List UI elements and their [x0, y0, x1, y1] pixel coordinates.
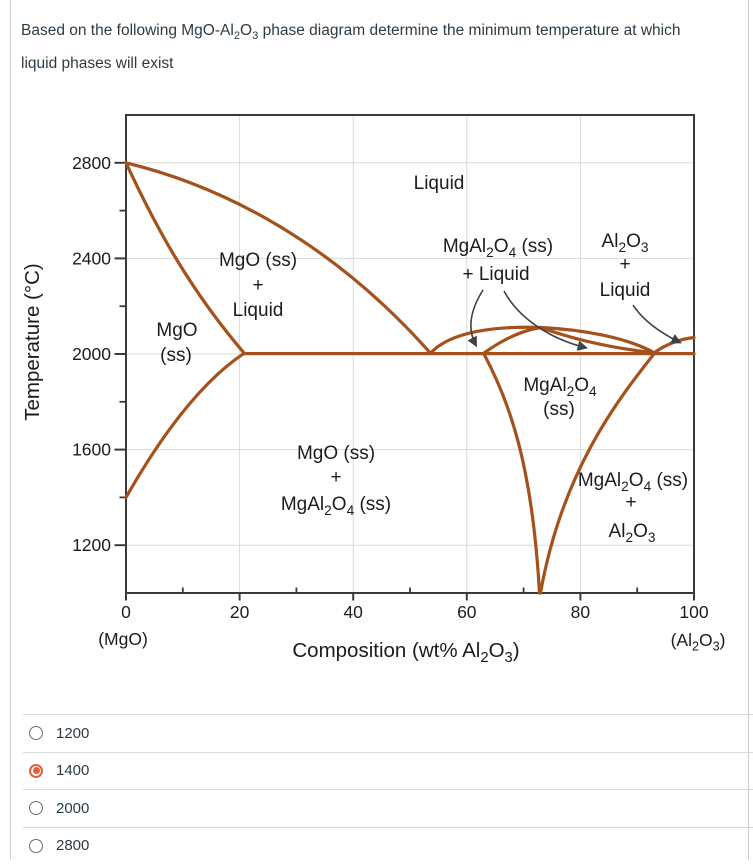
question-line-2: liquid phases will exist: [21, 50, 729, 77]
x-tick-label: 100: [679, 602, 708, 622]
option-label: 2000: [56, 800, 89, 817]
spinel-liquidus-right: [541, 328, 655, 353]
y-axis-title: Temperature (°C): [21, 263, 44, 420]
region-mgo-ss-1: MgO: [156, 320, 197, 341]
x-end-label-al2o3: (Al2O3): [671, 630, 726, 653]
region-mgo-ss-liquid-3: Liquid: [233, 300, 284, 321]
radio-button[interactable]: [29, 801, 43, 815]
x-end-label-mgo: (MgO): [98, 629, 148, 649]
x-tick-label: 60: [457, 602, 477, 622]
y-tick-label: 1200: [72, 535, 111, 555]
region-spinel-alumina-1: MgAl2O4 (ss): [578, 470, 688, 494]
question-line-1: Based on the following MgO-Al2O3 phase d…: [21, 17, 729, 50]
x-tick-label: 80: [571, 602, 591, 622]
option-row[interactable]: 1200: [23, 714, 753, 752]
x-tick-label: 0: [121, 602, 131, 622]
region-liquid: Liquid: [414, 173, 465, 194]
region-spinel-liquid-2: + Liquid: [462, 264, 529, 285]
phase-diagram: 2800 2400 2000 1600 1200 0 20 40 60 80 100 (MgO) (Al…: [0, 100, 753, 685]
region-mgo-ss-liquid-2: +: [252, 275, 263, 296]
spinel-solidus-left: [484, 328, 541, 354]
region-alumina-liquid-2: +: [619, 254, 630, 275]
arrow-spinel-liquid-left: [471, 290, 483, 345]
region-mgo-spinel-2: +: [330, 467, 341, 488]
x-axis-title: Composition (wt% Al2O3): [292, 639, 519, 666]
options-list: 1200 1400 2000 2800: [0, 714, 753, 864]
y-tick-label: 1600: [72, 440, 111, 460]
region-alumina-liquid-3: Liquid: [600, 280, 651, 301]
region-mgo-ss-2: (ss): [160, 345, 192, 366]
option-row[interactable]: 1400: [23, 752, 753, 790]
region-alumina-liquid-1: Al2O3: [602, 231, 649, 255]
radio-button[interactable]: [29, 726, 43, 740]
region-mgo-spinel-3: MgAl2O4 (ss): [281, 494, 391, 518]
spinel-solidus-right: [541, 328, 655, 353]
region-spinel-alumina-3: Al2O3: [609, 521, 656, 545]
question-text: Based on the following MgO-Al2O3 phase d…: [21, 17, 729, 77]
region-spinel-ss-2: (ss): [543, 399, 575, 420]
radio-button[interactable]: [29, 839, 43, 853]
x-tick-label: 20: [230, 602, 250, 622]
phase-diagram-svg: 2800 2400 2000 1600 1200 0 20 40 60 80 100 (MgO) (Al…: [0, 100, 753, 685]
region-spinel-ss-1: MgAl2O4: [523, 375, 597, 399]
region-mgo-spinel-1: MgO (ss): [297, 443, 375, 464]
arrow-alumina-liquid: [633, 305, 679, 342]
option-row[interactable]: 2800: [23, 827, 753, 864]
option-label: 1200: [56, 725, 89, 742]
mgo-solvus: [126, 353, 244, 497]
region-spinel-liquid-1: MgAl2O4 (ss): [443, 236, 553, 260]
y-tick-label: 2000: [72, 344, 111, 364]
y-tick-label: 2400: [72, 248, 111, 268]
x-tick-label: 40: [343, 602, 363, 622]
option-label: 2800: [56, 837, 89, 854]
y-tick-label: 2800: [72, 153, 111, 173]
option-row[interactable]: 2000: [23, 789, 753, 827]
radio-button[interactable]: [29, 764, 43, 778]
option-label: 1400: [56, 762, 89, 779]
region-mgo-ss-liquid-1: MgO (ss): [219, 250, 297, 271]
region-spinel-alumina-2: +: [625, 492, 636, 513]
